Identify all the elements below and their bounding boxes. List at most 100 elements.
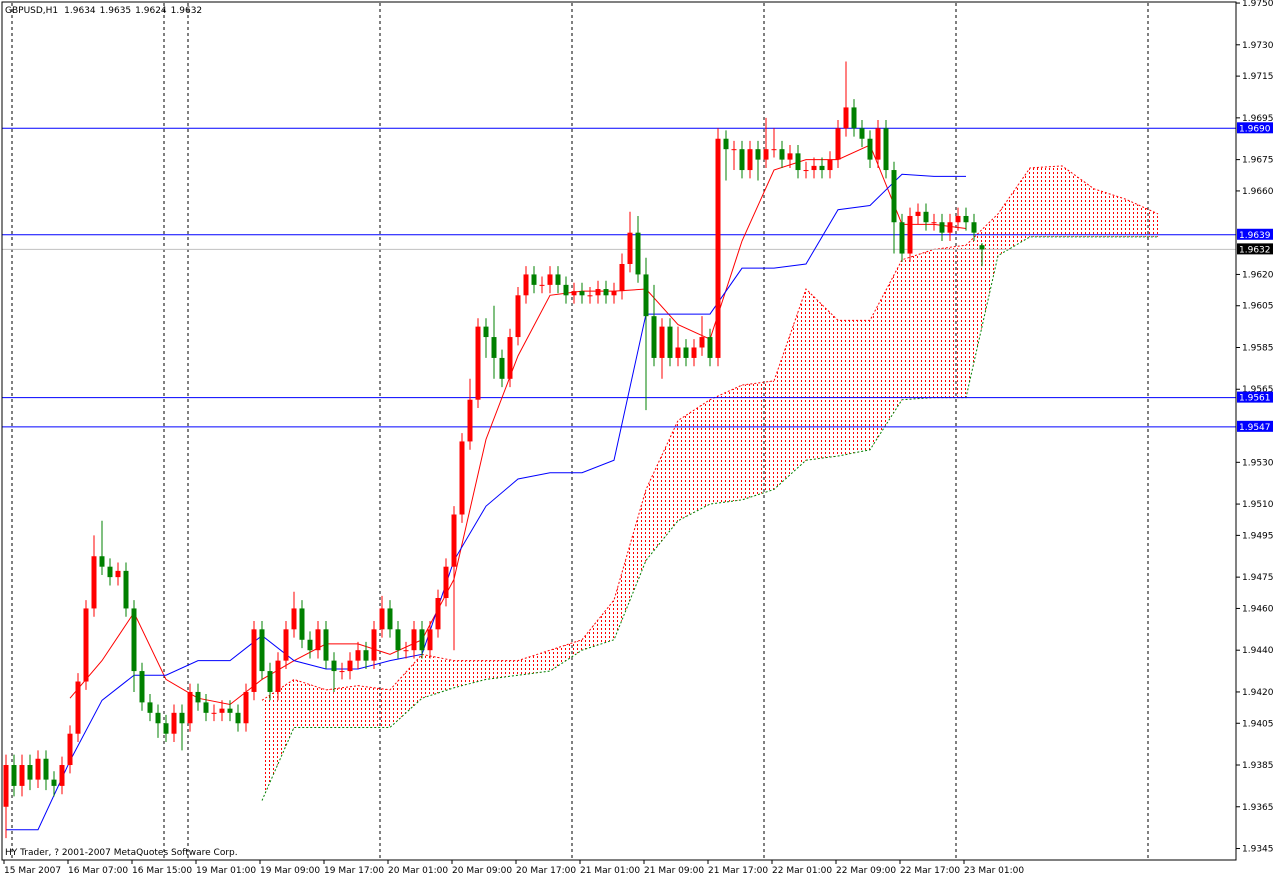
candle-body <box>451 514 457 567</box>
candle-body <box>971 222 977 233</box>
y-tick-label: 1.9695 <box>1242 114 1274 124</box>
candle-body <box>723 138 729 150</box>
candle-body <box>251 629 257 692</box>
candle-body <box>347 660 353 672</box>
candle-body <box>171 712 177 734</box>
candle-body <box>139 671 145 703</box>
candle-body <box>539 284 545 286</box>
candle-body <box>131 608 137 672</box>
candle-body <box>83 608 89 682</box>
price-label-box <box>1237 243 1273 255</box>
price-label-box <box>1237 391 1273 403</box>
price-label-box <box>1237 420 1273 432</box>
candle-body <box>107 566 113 578</box>
candle-body <box>147 702 153 713</box>
candle-body <box>603 289 609 296</box>
candle-body <box>51 779 57 786</box>
candle-body <box>67 733 73 766</box>
candle-body <box>459 441 465 515</box>
chart-title: GBPUSD,H1 <box>5 6 58 16</box>
x-tick-label: 15 Mar 2007 <box>4 866 61 876</box>
candle-body <box>883 128 889 171</box>
candle-body <box>747 149 753 171</box>
candle-body <box>323 629 329 661</box>
candle-body <box>3 765 9 807</box>
y-tick-label: 1.9585 <box>1242 343 1274 353</box>
price-label: 1.9547 <box>1239 423 1271 433</box>
candle-body <box>339 671 345 673</box>
y-tick-label: 1.9460 <box>1242 604 1274 614</box>
candle-body <box>715 138 721 358</box>
x-tick-label: 20 Mar 17:00 <box>516 866 576 876</box>
candle-body <box>931 222 937 224</box>
candle-body <box>595 289 601 296</box>
y-tick-label: 1.9620 <box>1242 270 1274 280</box>
indicator-line <box>6 173 966 831</box>
candle-body <box>371 629 377 661</box>
price-label-box <box>1237 228 1273 240</box>
price-label-box <box>1237 122 1273 134</box>
candle-body <box>819 165 825 171</box>
header-open: 1.9634 <box>64 6 96 16</box>
price-label: 1.9639 <box>1239 231 1271 241</box>
header-low: 1.9624 <box>135 6 167 16</box>
candle-body <box>187 691 193 724</box>
y-tick-label: 1.9730 <box>1242 41 1274 51</box>
candle-body <box>475 326 481 400</box>
candle-body <box>387 608 393 630</box>
candle-body <box>115 570 121 578</box>
candle-body <box>907 215 913 254</box>
chart-header: GBPUSD,H1 1.9634 1.9635 1.9624 1.9632 <box>5 6 202 16</box>
candle-body <box>283 629 289 661</box>
candle-body <box>227 708 233 713</box>
candle-body <box>195 691 201 703</box>
candle-body <box>555 274 561 285</box>
candle-body <box>795 153 801 171</box>
candle-body <box>635 232 641 275</box>
candle-body <box>827 159 833 171</box>
candle-body <box>947 222 953 233</box>
x-tick-label: 21 Mar 17:00 <box>708 866 768 876</box>
candle-body <box>675 347 681 358</box>
candle-body <box>331 660 337 672</box>
candle-body <box>955 215 961 223</box>
candle-body <box>427 629 433 651</box>
candle-body <box>651 316 657 358</box>
candle-body <box>763 149 769 160</box>
candle-body <box>419 629 425 651</box>
candle-body <box>619 263 625 292</box>
y-tick-label: 1.9605 <box>1242 302 1274 312</box>
candle-body <box>739 149 745 171</box>
candle-body <box>379 608 385 630</box>
candle-body <box>835 128 841 160</box>
candle-body <box>731 149 737 151</box>
y-tick-label: 1.9440 <box>1242 646 1274 656</box>
y-tick-label: 1.9565 <box>1242 385 1274 395</box>
candle-body <box>19 765 25 786</box>
candle-body <box>859 128 865 139</box>
y-tick-label: 1.9715 <box>1242 72 1274 82</box>
candle-body <box>307 639 313 651</box>
plot-frame <box>1 1 1237 861</box>
candle-body <box>515 295 521 338</box>
candle-body <box>491 337 497 358</box>
candle-body <box>163 723 169 734</box>
candle-body <box>779 149 785 160</box>
y-tick-label: 1.9660 <box>1242 187 1274 197</box>
candle-body <box>259 629 265 672</box>
candle-body <box>579 291 585 296</box>
cloud-span-a <box>261 165 1159 701</box>
candle-body <box>923 211 929 223</box>
y-tick-label: 1.9365 <box>1242 803 1274 813</box>
candle-body <box>443 566 449 599</box>
y-tick-label: 1.9530 <box>1242 458 1274 468</box>
candle-body <box>755 149 761 160</box>
candle-body <box>267 671 273 692</box>
candle-body <box>571 291 577 296</box>
candle-body <box>315 629 321 651</box>
candle-body <box>99 556 105 567</box>
candle-body <box>979 245 985 250</box>
y-tick-label: 1.9420 <box>1242 688 1274 698</box>
